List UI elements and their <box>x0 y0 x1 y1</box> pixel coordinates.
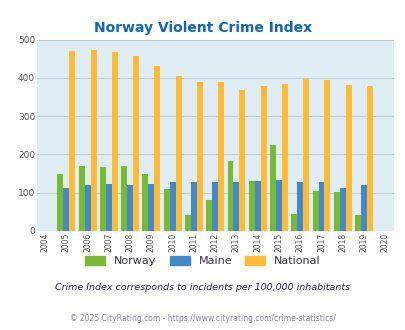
Bar <box>169 182 175 231</box>
Text: Norway Violent Crime Index: Norway Violent Crime Index <box>94 21 311 35</box>
Bar <box>206 200 212 231</box>
Bar <box>148 183 154 231</box>
Bar <box>291 214 296 231</box>
Bar <box>69 51 75 231</box>
Bar <box>79 166 84 231</box>
Bar <box>254 181 260 231</box>
Bar <box>212 182 217 231</box>
Bar <box>84 185 90 231</box>
Bar <box>217 82 224 231</box>
Bar <box>354 215 360 231</box>
Bar <box>121 166 127 231</box>
Bar <box>281 84 287 231</box>
Bar <box>239 90 245 231</box>
Bar <box>296 182 303 231</box>
Bar <box>190 182 196 231</box>
Bar <box>324 80 330 231</box>
Legend: Norway, Maine, National: Norway, Maine, National <box>80 251 325 271</box>
Bar <box>233 182 239 231</box>
Bar <box>345 85 351 231</box>
Bar <box>63 188 69 231</box>
Bar <box>248 181 254 231</box>
Bar <box>100 167 106 231</box>
Bar <box>142 174 148 231</box>
Bar <box>303 79 309 231</box>
Bar <box>163 189 169 231</box>
Bar <box>106 184 111 231</box>
Bar <box>57 174 63 231</box>
Bar <box>366 85 372 231</box>
Bar <box>196 82 202 231</box>
Bar <box>360 185 366 231</box>
Bar <box>269 145 275 231</box>
Bar <box>339 188 345 231</box>
Bar <box>133 56 139 231</box>
Bar <box>227 161 233 231</box>
Bar <box>185 214 190 231</box>
Bar <box>275 181 281 231</box>
Bar <box>90 50 96 231</box>
Text: © 2025 CityRating.com - https://www.cityrating.com/crime-statistics/: © 2025 CityRating.com - https://www.city… <box>70 314 335 323</box>
Bar <box>175 76 181 231</box>
Bar <box>127 185 133 231</box>
Bar <box>312 191 318 231</box>
Bar <box>318 182 324 231</box>
Bar <box>111 52 117 231</box>
Bar <box>260 86 266 231</box>
Bar <box>154 66 160 231</box>
Bar <box>333 192 339 231</box>
Text: Crime Index corresponds to incidents per 100,000 inhabitants: Crime Index corresponds to incidents per… <box>55 282 350 292</box>
